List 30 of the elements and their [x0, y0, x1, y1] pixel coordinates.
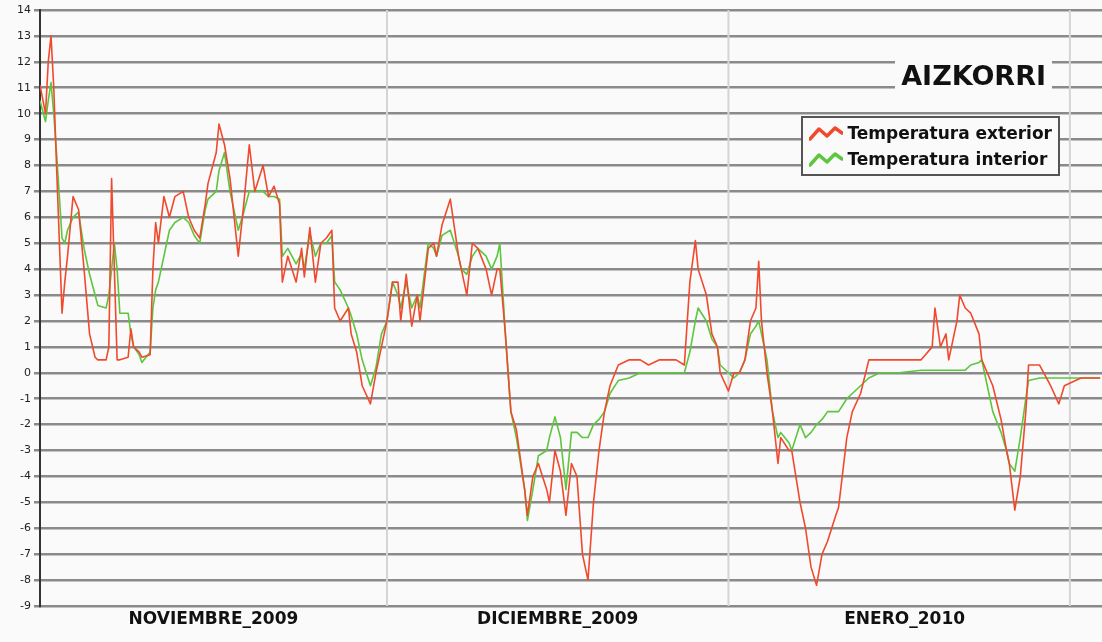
legend-label: Temperatura interior — [847, 148, 1048, 171]
y-tick-label: -6 — [20, 521, 31, 535]
y-tick-label: -5 — [20, 495, 31, 509]
y-tick-label: 9 — [24, 132, 31, 146]
y-tick-label: 1 — [24, 339, 31, 353]
y-tick-label: 0 — [24, 365, 31, 379]
y-tick-label: -3 — [20, 443, 31, 457]
y-tick-label: 2 — [24, 313, 31, 327]
y-tick-label: 11 — [17, 80, 31, 94]
text: AIZKORRI — [895, 60, 1052, 91]
y-tick-label: -4 — [20, 469, 31, 483]
legend-label: Temperatura exterior — [847, 122, 1052, 145]
y-tick-label: 14 — [17, 2, 31, 16]
y-tick-label: 10 — [17, 106, 31, 120]
y-tick-label: -9 — [20, 598, 31, 612]
y-tick-label: 7 — [24, 184, 31, 198]
y-tick-label: 6 — [24, 210, 31, 224]
y-tick-label: -1 — [20, 391, 31, 405]
y-tick-label: 5 — [24, 236, 31, 250]
x-tick-label: DICIEMBRE_2009 — [477, 607, 639, 628]
y-tick-label: -8 — [20, 572, 31, 586]
y-tick-label: -7 — [20, 547, 31, 561]
x-tick-label: ENERO_2010 — [844, 607, 966, 628]
y-tick-label: 4 — [24, 261, 31, 275]
y-tick-label: 12 — [17, 54, 31, 68]
y-tick-label: 8 — [24, 158, 31, 172]
y-tick-label: 13 — [17, 28, 31, 42]
y-tick-label: 3 — [24, 287, 31, 301]
y-tick-label: -2 — [20, 417, 31, 431]
x-tick-label: NOVIEMBRE_2009 — [128, 607, 299, 628]
